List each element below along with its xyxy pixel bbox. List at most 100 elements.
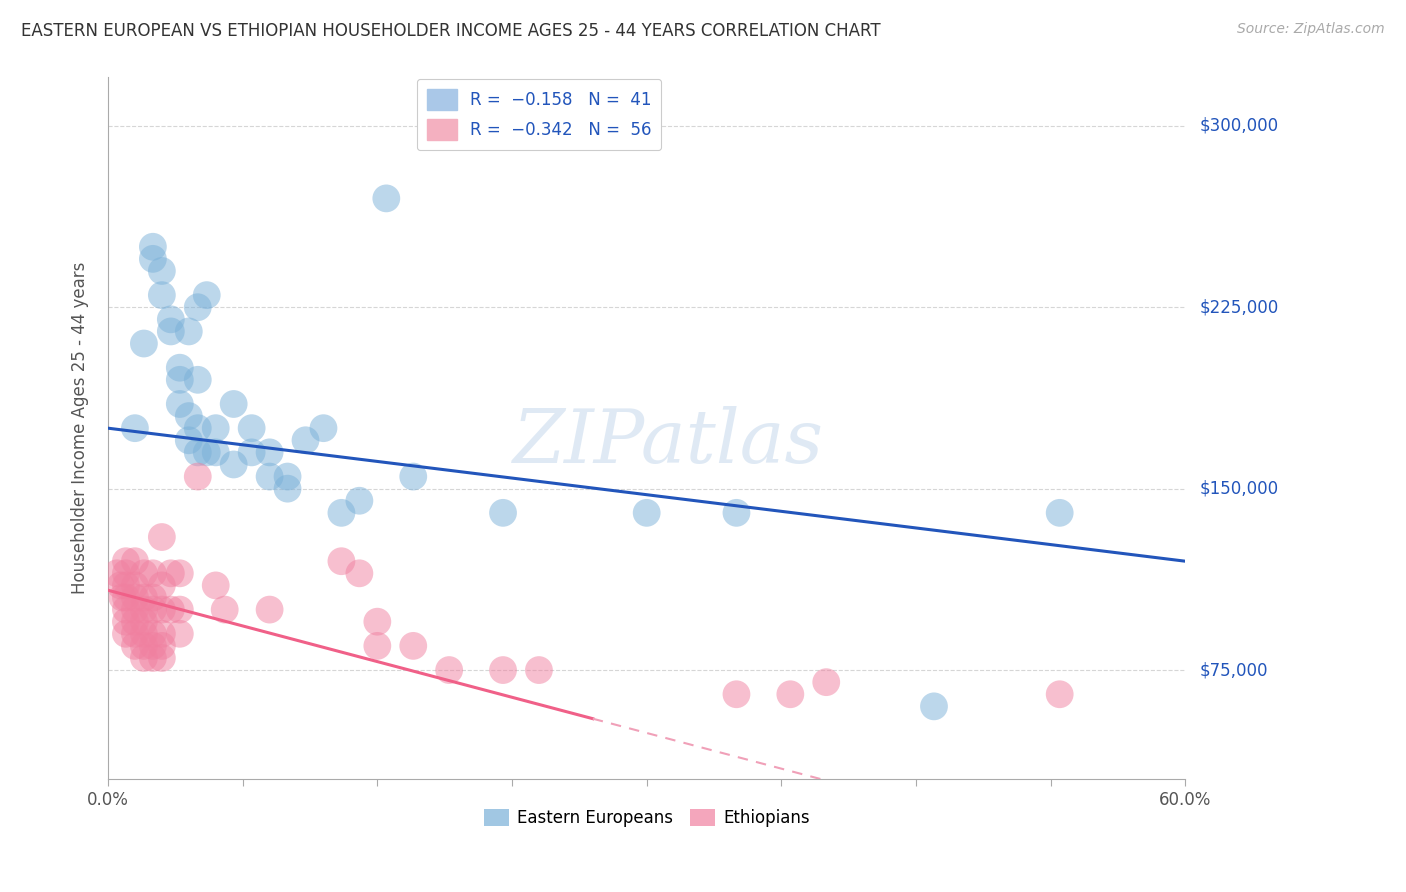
Point (177, 325, 200, 339)
Point (259, 445, 281, 459)
Text: $75,000: $75,000 (1199, 661, 1268, 679)
Text: EASTERN EUROPEAN VS ETHIOPIAN HOUSEHOLDER INCOME AGES 25 - 44 YEARS CORRELATION : EASTERN EUROPEAN VS ETHIOPIAN HOUSEHOLDE… (21, 22, 880, 40)
Point (105, 566, 128, 581)
Point (150, 602, 173, 616)
Point (132, 615, 155, 629)
Point (115, 578, 138, 592)
Point (177, 434, 200, 448)
Point (240, 445, 263, 459)
Point (150, 627, 173, 641)
Point (375, 191, 398, 205)
Point (312, 421, 335, 435)
Point (169, 397, 191, 411)
Point (294, 434, 316, 448)
Point (402, 639, 425, 653)
Point (187, 421, 209, 435)
Point (169, 602, 191, 616)
Point (142, 651, 165, 665)
Point (142, 602, 165, 616)
Text: ZIPatlas: ZIPatlas (513, 406, 824, 478)
Point (402, 469, 425, 483)
Point (150, 288, 173, 302)
Point (1049, 506, 1071, 520)
Point (169, 360, 191, 375)
Point (527, 663, 550, 677)
Point (169, 566, 191, 581)
Point (150, 651, 173, 665)
Point (725, 506, 748, 520)
Point (110, 578, 132, 592)
Point (124, 591, 146, 605)
Point (150, 530, 173, 544)
Point (222, 397, 245, 411)
Point (169, 627, 191, 641)
Point (330, 506, 353, 520)
Point (922, 699, 945, 714)
Point (204, 421, 226, 435)
Point (115, 602, 138, 616)
Point (132, 566, 155, 581)
Point (437, 663, 460, 677)
Point (815, 675, 838, 690)
Point (636, 506, 658, 520)
Point (222, 458, 245, 472)
Point (195, 288, 218, 302)
Point (124, 602, 146, 616)
Point (1049, 687, 1071, 701)
Point (214, 602, 236, 616)
Point (115, 554, 138, 568)
Point (366, 639, 388, 653)
Point (124, 578, 146, 592)
Point (124, 639, 146, 653)
Point (187, 445, 209, 459)
Point (492, 506, 515, 520)
Point (187, 373, 209, 387)
Point (132, 591, 155, 605)
Point (349, 493, 371, 508)
Point (277, 469, 299, 483)
Point (124, 627, 146, 641)
Point (195, 445, 218, 459)
Point (160, 566, 183, 581)
Text: $300,000: $300,000 (1199, 117, 1278, 135)
Point (115, 627, 138, 641)
Point (160, 602, 183, 616)
Point (169, 373, 191, 387)
Point (150, 578, 173, 592)
Point (259, 602, 281, 616)
Point (492, 663, 515, 677)
Point (115, 566, 138, 581)
Point (142, 240, 165, 254)
Point (349, 566, 371, 581)
Point (142, 627, 165, 641)
Text: $150,000: $150,000 (1199, 480, 1278, 498)
Point (132, 602, 155, 616)
Point (132, 627, 155, 641)
Point (779, 687, 801, 701)
Point (366, 615, 388, 629)
Point (150, 639, 173, 653)
Point (259, 469, 281, 483)
Point (204, 578, 226, 592)
Point (160, 312, 183, 326)
Point (187, 300, 209, 314)
Point (204, 445, 226, 459)
Text: $225,000: $225,000 (1199, 298, 1278, 317)
Text: Source: ZipAtlas.com: Source: ZipAtlas.com (1237, 22, 1385, 37)
Point (132, 639, 155, 653)
Legend: Eastern Europeans, Ethiopians: Eastern Europeans, Ethiopians (477, 802, 817, 834)
Point (115, 615, 138, 629)
Point (115, 591, 138, 605)
Point (240, 421, 263, 435)
Point (187, 469, 209, 483)
Point (177, 409, 200, 423)
Y-axis label: Householder Income Ages 25 - 44 years: Householder Income Ages 25 - 44 years (72, 262, 89, 594)
Point (142, 252, 165, 266)
Point (142, 566, 165, 581)
Point (124, 615, 146, 629)
Point (142, 591, 165, 605)
Point (725, 687, 748, 701)
Point (132, 651, 155, 665)
Point (124, 421, 146, 435)
Point (132, 336, 155, 351)
